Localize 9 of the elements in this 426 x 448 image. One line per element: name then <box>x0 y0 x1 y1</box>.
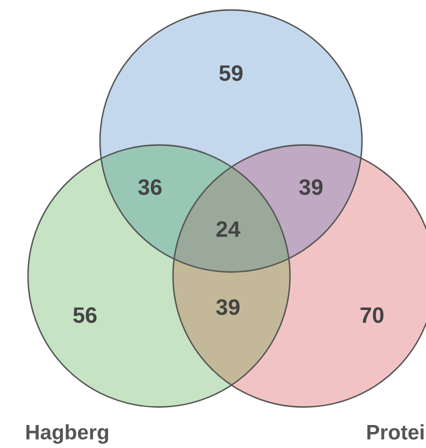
text: Protei <box>367 424 424 440</box>
data-label: 36 <box>138 179 162 195</box>
data-label: 39 <box>299 179 323 195</box>
data-label: 39 <box>216 299 240 315</box>
data-label: 56 <box>73 307 97 323</box>
text: Hagberg <box>26 424 108 444</box>
data-label: 70 <box>360 307 384 323</box>
data-label: 59 <box>219 65 243 81</box>
data-label: 24 <box>216 221 240 237</box>
